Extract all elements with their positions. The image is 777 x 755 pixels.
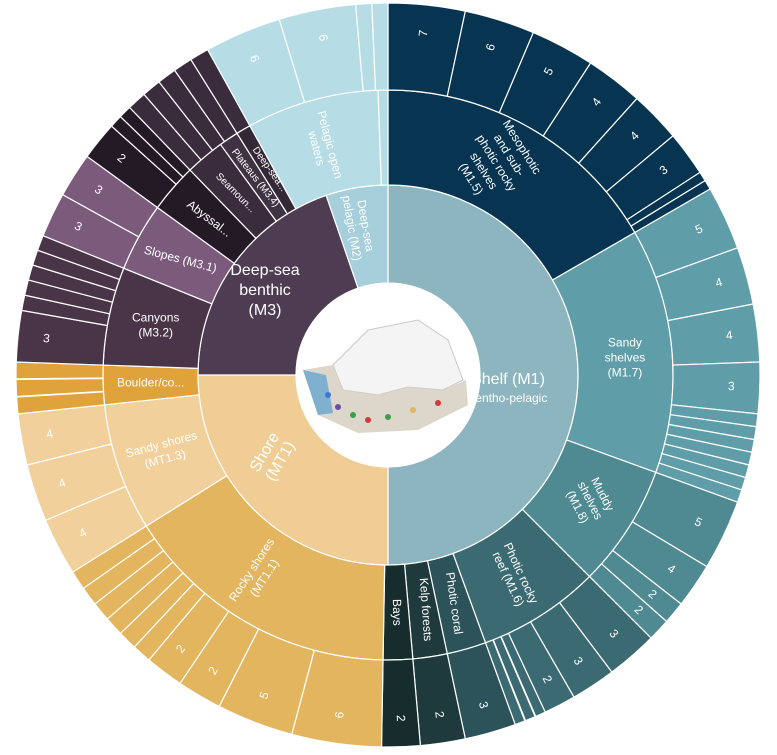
outer-value-label: 6: [316, 33, 331, 43]
outer-segment: [380, 658, 422, 748]
label-shelf-sub: bentho-pelagic: [469, 391, 548, 405]
label-boulder: Boulder/co...: [117, 375, 184, 389]
outer-value-label: 2: [432, 710, 447, 719]
outer-value-label: 6: [332, 710, 347, 719]
outer-value-label: 3: [42, 331, 50, 346]
label-deep-pelagic: Deep-seapelagic (M2): [339, 192, 378, 262]
label-bays: Bays: [390, 599, 404, 626]
label-deep-benthic: Deep-sea benthic (M3): [230, 262, 299, 319]
outer-value-label: 7: [416, 29, 431, 37]
outer-value-label: 5: [256, 689, 272, 701]
outer-value-label: 2: [394, 715, 408, 722]
outer-value-label: 6: [247, 53, 263, 65]
outer-value-label: 4: [714, 275, 724, 290]
outer-value-label: 3: [476, 700, 491, 711]
outer-value-label: 4: [45, 426, 54, 441]
outer-segment: [371, 2, 389, 91]
outer-value-label: 4: [725, 328, 734, 343]
label-shelf: Shelf (M1): [471, 371, 545, 388]
label-sandy-shelves: Sandy shelves (M1.7): [605, 336, 646, 380]
center-map-icon: [297, 284, 479, 466]
label-kelp-forests: Kelp forests: [417, 577, 435, 641]
outer-value-label: 6: [483, 42, 498, 53]
outer-value-label: 4: [57, 475, 68, 490]
outer-value-label: 3: [728, 379, 735, 393]
label-canyons: Canyons (M3.2): [132, 310, 179, 339]
label-mesophotic: Mesophoticand sub-photic rockyshelves(M1…: [448, 116, 545, 210]
